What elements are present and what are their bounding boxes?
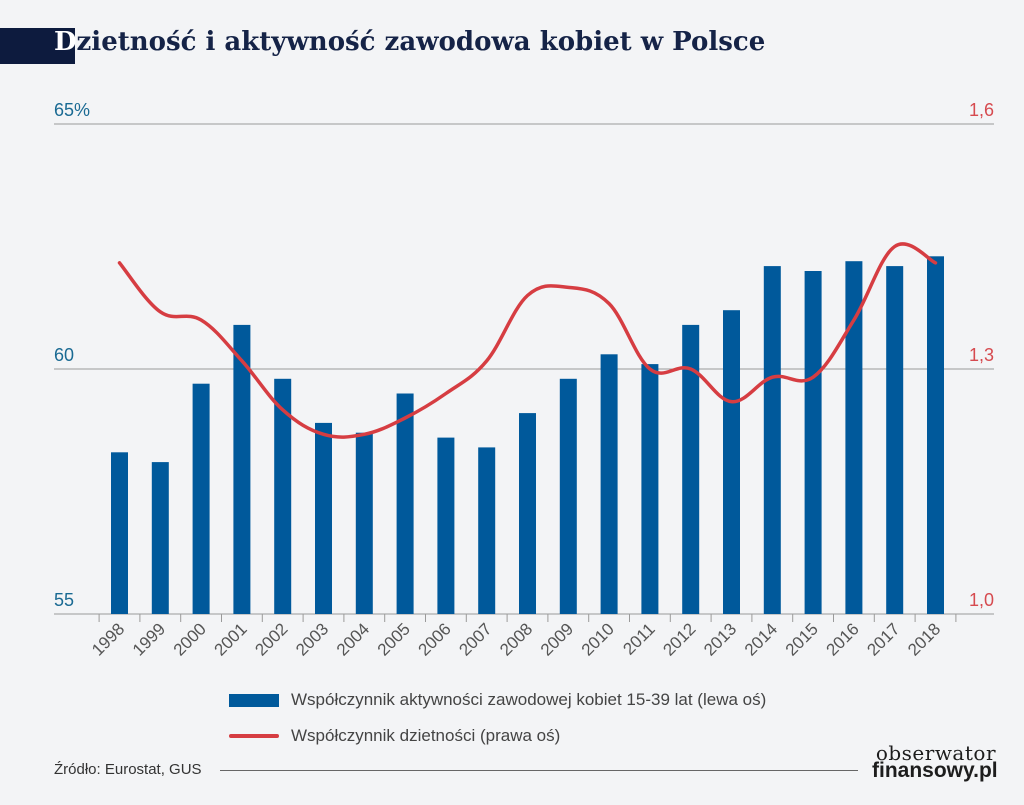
- x-tick-label: 2014: [741, 619, 781, 659]
- brand-logo: obserwator finansowy.pl: [872, 741, 998, 782]
- title-accent-block: [0, 28, 75, 64]
- legend-item-line: Współczynnik dzietności (prawa oś): [229, 726, 560, 746]
- x-tick-label: 2011: [619, 619, 658, 658]
- bar: [559, 378, 577, 614]
- legend-bar-swatch: [229, 693, 279, 707]
- x-tick-label: 2005: [374, 619, 414, 659]
- left-axis-tick-label: 60: [54, 345, 74, 365]
- bar: [192, 383, 210, 614]
- source-note: Źródło: Eurostat, GUS: [54, 761, 202, 778]
- bar: [682, 324, 700, 614]
- x-tick-label: 2000: [170, 619, 210, 659]
- bar: [886, 266, 904, 614]
- x-tick-label: 2018: [904, 619, 944, 659]
- x-tick-label: 2003: [292, 619, 332, 659]
- legend-item-bars: Współczynnik aktywności zawodowej kobiet…: [229, 690, 766, 710]
- x-tick-label: 2006: [415, 619, 455, 659]
- bar: [478, 447, 496, 614]
- right-axis-tick-label: 1,0: [969, 590, 994, 610]
- x-tick-label: 2004: [333, 619, 373, 659]
- bar: [723, 310, 740, 614]
- bar: [233, 324, 251, 614]
- x-tick-label: 2015: [782, 619, 822, 659]
- bar: [396, 393, 414, 614]
- x-tick-label: 2017: [863, 619, 903, 659]
- left-axis-tick-label: 55: [54, 590, 74, 610]
- x-tick-label: 2013: [700, 619, 740, 659]
- title-first-letter: D: [54, 27, 77, 57]
- x-tick-label: 2010: [578, 619, 618, 659]
- x-tick-label: 1998: [88, 619, 128, 659]
- logo-line-2: finansowy.pl: [872, 759, 998, 782]
- bar: [763, 266, 781, 614]
- bar: [437, 437, 455, 614]
- source-divider: [220, 770, 858, 771]
- bar: [845, 261, 863, 614]
- x-tick-label: 2009: [537, 619, 577, 659]
- x-tick-label: 1999: [129, 619, 169, 659]
- x-tick-label: 2008: [496, 619, 536, 659]
- bar: [641, 364, 659, 614]
- bar: [600, 354, 618, 614]
- bar: [355, 432, 373, 614]
- bar: [111, 452, 128, 614]
- right-axis-tick-label: 1,3: [969, 345, 994, 365]
- x-tick-label: 2001: [211, 619, 251, 659]
- legend-line-label: Współczynnik dzietności (prawa oś): [291, 726, 561, 745]
- right-axis-tick-label: 1,6: [969, 100, 994, 120]
- bar: [927, 256, 944, 614]
- left-axis-tick-label: 65%: [54, 100, 90, 120]
- bar: [804, 271, 822, 614]
- bar: [274, 378, 292, 614]
- x-tick-label: 2012: [659, 619, 699, 659]
- bar: [315, 422, 332, 614]
- logo-line-1: obserwator: [875, 741, 996, 765]
- title-text: zietność i aktywność zawodowa kobiet w P…: [76, 27, 766, 57]
- bar: [151, 462, 169, 614]
- x-tick-label: 2016: [823, 619, 863, 659]
- x-tick-label: 2002: [251, 619, 291, 659]
- bar: [519, 413, 536, 614]
- legend-line-swatch: [229, 734, 279, 738]
- legend-bar-label: Współczynnik aktywności zawodowej kobiet…: [291, 690, 767, 709]
- x-tick-label: 2007: [455, 619, 495, 659]
- chart-title: Dzietność i aktywność zawodowa kobiet w …: [54, 27, 765, 57]
